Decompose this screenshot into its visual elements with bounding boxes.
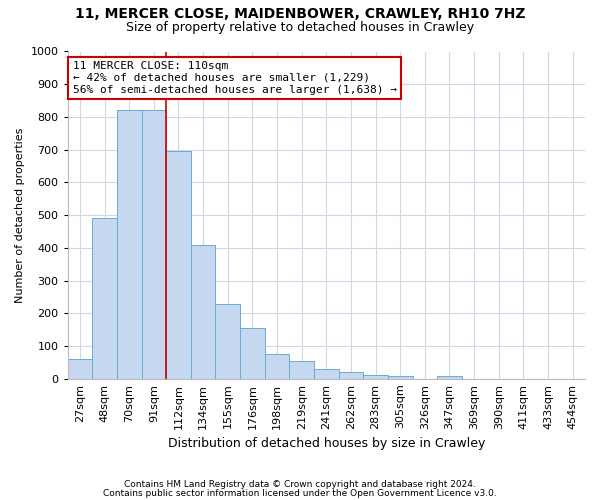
Bar [314,369,338,379]
X-axis label: Distribution of detached houses by size in Crawley: Distribution of detached houses by size … [167,437,485,450]
Bar [92,218,117,379]
Bar [215,304,240,379]
Bar [68,359,92,379]
Text: Contains public sector information licensed under the Open Government Licence v3: Contains public sector information licen… [103,490,497,498]
Bar [289,361,314,379]
Text: 11, MERCER CLOSE, MAIDENBOWER, CRAWLEY, RH10 7HZ: 11, MERCER CLOSE, MAIDENBOWER, CRAWLEY, … [75,8,525,22]
Bar [240,328,265,379]
Bar [338,372,363,379]
Bar [363,374,388,379]
Text: 11 MERCER CLOSE: 110sqm
← 42% of detached houses are smaller (1,229)
56% of semi: 11 MERCER CLOSE: 110sqm ← 42% of detache… [73,62,397,94]
Bar [166,152,191,379]
Text: Contains HM Land Registry data © Crown copyright and database right 2024.: Contains HM Land Registry data © Crown c… [124,480,476,489]
Text: Size of property relative to detached houses in Crawley: Size of property relative to detached ho… [126,21,474,34]
Bar [437,376,462,379]
Bar [117,110,142,379]
Bar [191,244,215,379]
Bar [142,110,166,379]
Y-axis label: Number of detached properties: Number of detached properties [15,128,25,303]
Bar [388,376,413,379]
Bar [265,354,289,379]
